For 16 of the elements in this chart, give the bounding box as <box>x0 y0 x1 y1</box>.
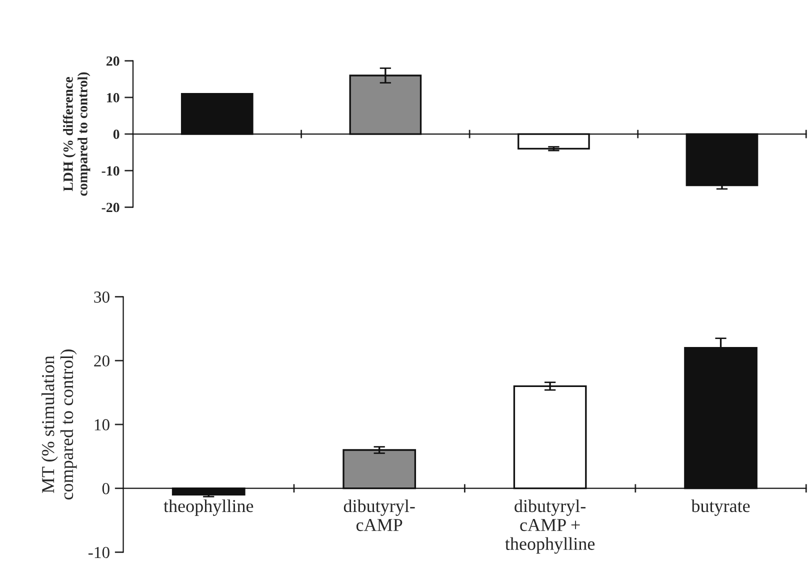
y-tick-label: 10 <box>107 93 120 102</box>
x-tick-label: dibutyryl- cAMP + theophylline <box>505 499 595 554</box>
y-tick-label: -10 <box>102 166 120 176</box>
y-tick-label: -20 <box>102 202 120 212</box>
y-tick-label: 0 <box>113 130 120 139</box>
x-tick-label: butyrate <box>691 499 750 516</box>
y-tick-label: 0 <box>102 483 110 494</box>
y-tick-label: 10 <box>94 419 110 430</box>
y-tick-label: 20 <box>94 355 110 367</box>
x-tick-label: dibutyryl- cAMP <box>344 499 415 532</box>
y-tick-label: 30 <box>94 291 110 303</box>
y-axis-title: MT (% stimulation compared to control) <box>41 350 77 500</box>
x-tick-label: theophylline <box>164 499 254 516</box>
y-tick-label: 20 <box>106 56 120 66</box>
y-tick-label: -10 <box>88 546 110 558</box>
y-axis-title: LDH (% difference compared to control) <box>62 72 90 196</box>
